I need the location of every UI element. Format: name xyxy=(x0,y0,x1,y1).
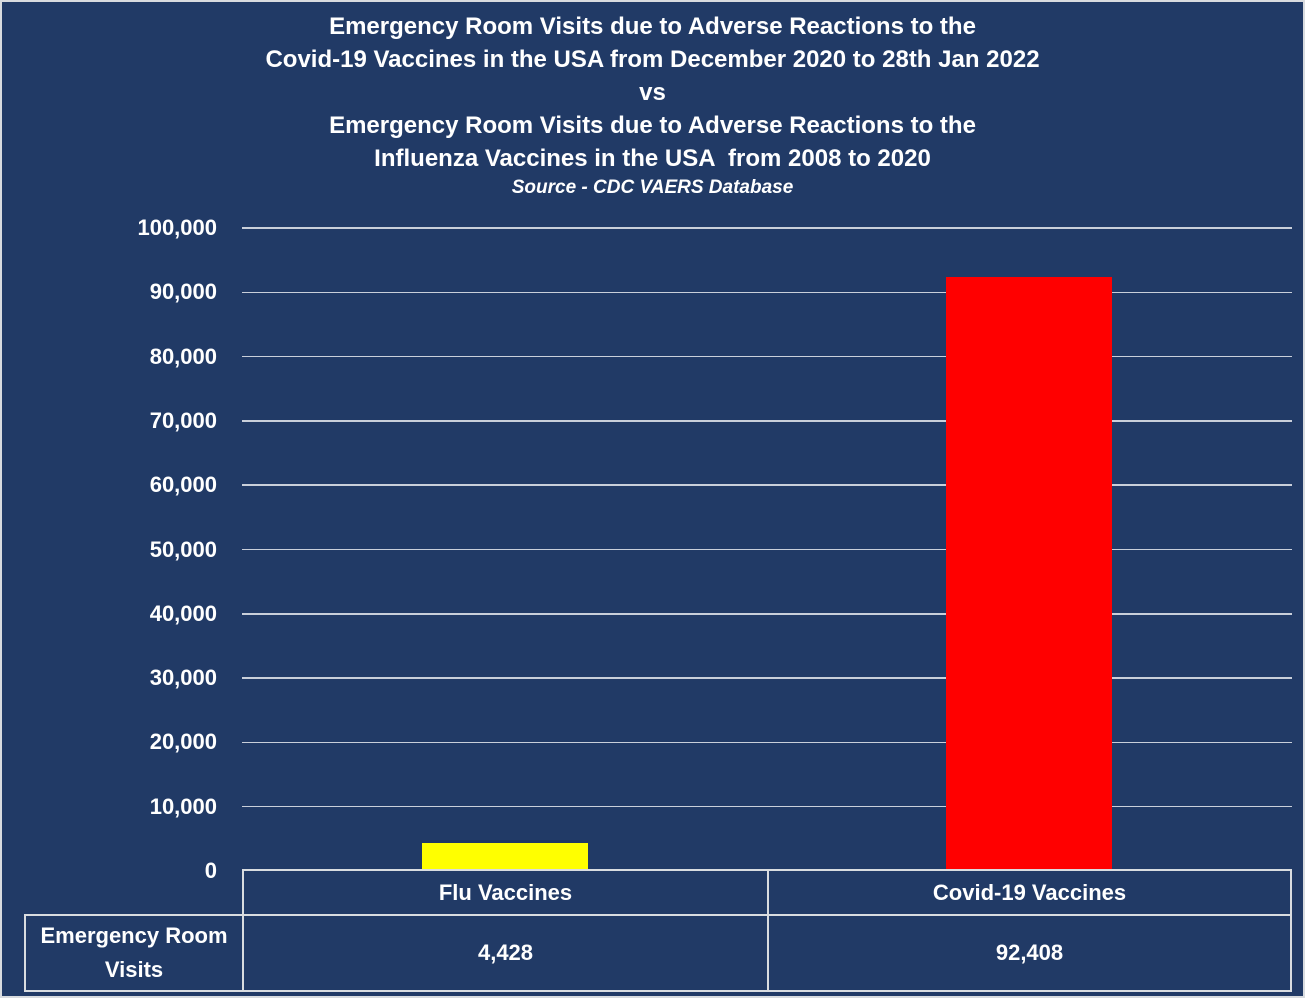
y-tick-label: 40,000 xyxy=(149,600,217,626)
y-tick-label: 20,000 xyxy=(149,729,217,755)
title-line-1: Emergency Room Visits due to Adverse Rea… xyxy=(329,13,976,40)
title-line-vs: vs xyxy=(639,79,666,106)
y-tick-label: 70,000 xyxy=(149,407,217,433)
source-caption: Source - CDC VAERS Database xyxy=(511,177,794,198)
gridline xyxy=(242,613,1292,615)
title-line-4: Influenza Vaccines in the USA from 2008 … xyxy=(374,145,931,172)
table-border-line xyxy=(767,869,769,992)
table-row-label: Emergency Room Visits xyxy=(40,923,228,982)
table-border-line xyxy=(242,869,244,992)
category-header-flu-vaccines: Flu Vaccines xyxy=(438,880,573,905)
y-tick-label: 100,000 xyxy=(137,215,217,240)
table-border-line xyxy=(24,914,1292,916)
y-tick-label: 90,000 xyxy=(149,279,217,305)
bar-covid-19-vaccines xyxy=(945,276,1112,871)
title-line-3: Emergency Room Visits due to Adverse Rea… xyxy=(329,112,976,139)
gridline xyxy=(242,741,1292,744)
gridline xyxy=(242,227,1292,229)
gridline xyxy=(242,548,1292,551)
y-tick-label: 30,000 xyxy=(149,665,217,691)
gridline xyxy=(242,484,1292,486)
gridline xyxy=(242,420,1292,422)
y-tick-label: 60,000 xyxy=(149,472,217,498)
value-cell-covid-19-vaccines: 92,408 xyxy=(995,940,1064,965)
table-border-line xyxy=(24,914,26,992)
y-tick-label: 80,000 xyxy=(149,343,217,369)
table-border-line xyxy=(24,990,1292,992)
gridline xyxy=(242,677,1292,679)
gridline xyxy=(242,291,1292,294)
y-tick-label: 10,000 xyxy=(149,793,217,819)
title-line-2: Covid-19 Vaccines in the USA from Decemb… xyxy=(265,46,1040,73)
category-header-covid-19-vaccines: Covid-19 Vaccines xyxy=(932,880,1127,905)
gridline xyxy=(242,805,1292,808)
y-tick-label: 50,000 xyxy=(149,536,217,562)
gridline xyxy=(242,355,1292,358)
y-tick-label: 0 xyxy=(204,858,217,883)
chart-title-block: Emergency Room Visits due to Adverse Rea… xyxy=(2,10,1303,201)
value-cell-flu-vaccines: 4,428 xyxy=(477,940,534,965)
bar-flu-vaccines xyxy=(421,842,588,871)
table-border-line xyxy=(1290,869,1292,992)
